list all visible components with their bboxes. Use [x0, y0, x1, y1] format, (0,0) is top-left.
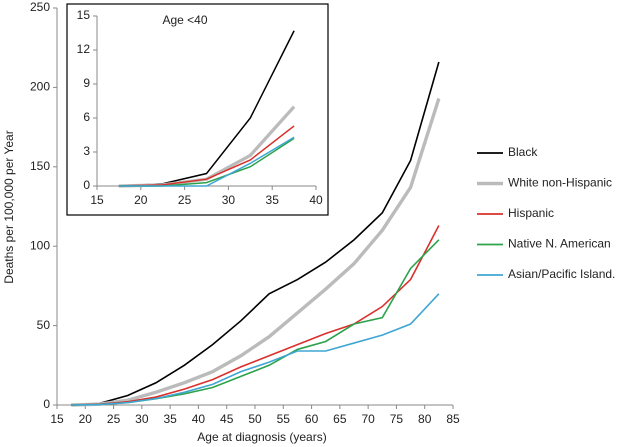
x-tick-label: 50 — [248, 412, 262, 426]
legend-label: Asian/Pacific Island. — [508, 267, 615, 281]
y-tick-label: 150 — [30, 159, 50, 173]
x-tick-label: 20 — [134, 193, 148, 207]
x-tick-label: 20 — [79, 412, 93, 426]
x-tick-label: 35 — [266, 193, 280, 207]
x-tick-label: 40 — [309, 193, 323, 207]
x-tick-label: 30 — [135, 412, 149, 426]
x-tick-label: 55 — [277, 412, 291, 426]
x-tick-label: 40 — [192, 412, 206, 426]
y-tick-label: 3 — [83, 144, 90, 158]
y-tick-label: 100 — [30, 238, 50, 252]
series-line — [118, 125, 295, 187]
y-tick-label: 50 — [37, 318, 51, 332]
x-axis-label: Age at diagnosis (years) — [197, 430, 326, 444]
x-tick-label: 15 — [90, 193, 104, 207]
series-line — [71, 225, 440, 406]
y-tick-label: 200 — [30, 80, 50, 94]
x-tick-label: 45 — [220, 412, 234, 426]
series-line — [71, 98, 441, 407]
x-tick-label: 80 — [418, 412, 432, 426]
x-tick-label: 35 — [163, 412, 177, 426]
y-tick-label: 12 — [77, 42, 91, 56]
series-line — [118, 136, 295, 187]
legend-label: Black — [508, 145, 538, 159]
x-tick-label: 70 — [361, 412, 375, 426]
x-tick-label: 75 — [390, 412, 404, 426]
y-tick-label: 15 — [77, 8, 91, 22]
y-axis-label: Deaths per 100,000 per Year — [2, 130, 16, 283]
series-line — [71, 239, 440, 406]
y-tick-label: 9 — [83, 76, 90, 90]
y-tick-label: 0 — [43, 397, 50, 411]
x-tick-label: 85 — [446, 412, 460, 426]
legend-label: White non-Hispanic — [508, 176, 612, 190]
x-tick-label: 30 — [222, 193, 236, 207]
y-tick-label: 0 — [83, 178, 90, 192]
x-tick-label: 25 — [107, 412, 121, 426]
series-line — [71, 293, 440, 406]
series-line — [71, 61, 440, 406]
y-tick-label: 6 — [83, 110, 90, 124]
legend-label: Native N. American — [508, 237, 611, 251]
x-tick-label: 60 — [305, 412, 319, 426]
inset-annotation: Age <40 — [162, 13, 207, 27]
y-tick-label: 250 — [30, 0, 50, 14]
x-tick-label: 15 — [50, 412, 64, 426]
x-tick-label: 65 — [333, 412, 347, 426]
x-tick-label: 25 — [178, 193, 192, 207]
legend-label: Hispanic — [508, 206, 554, 220]
